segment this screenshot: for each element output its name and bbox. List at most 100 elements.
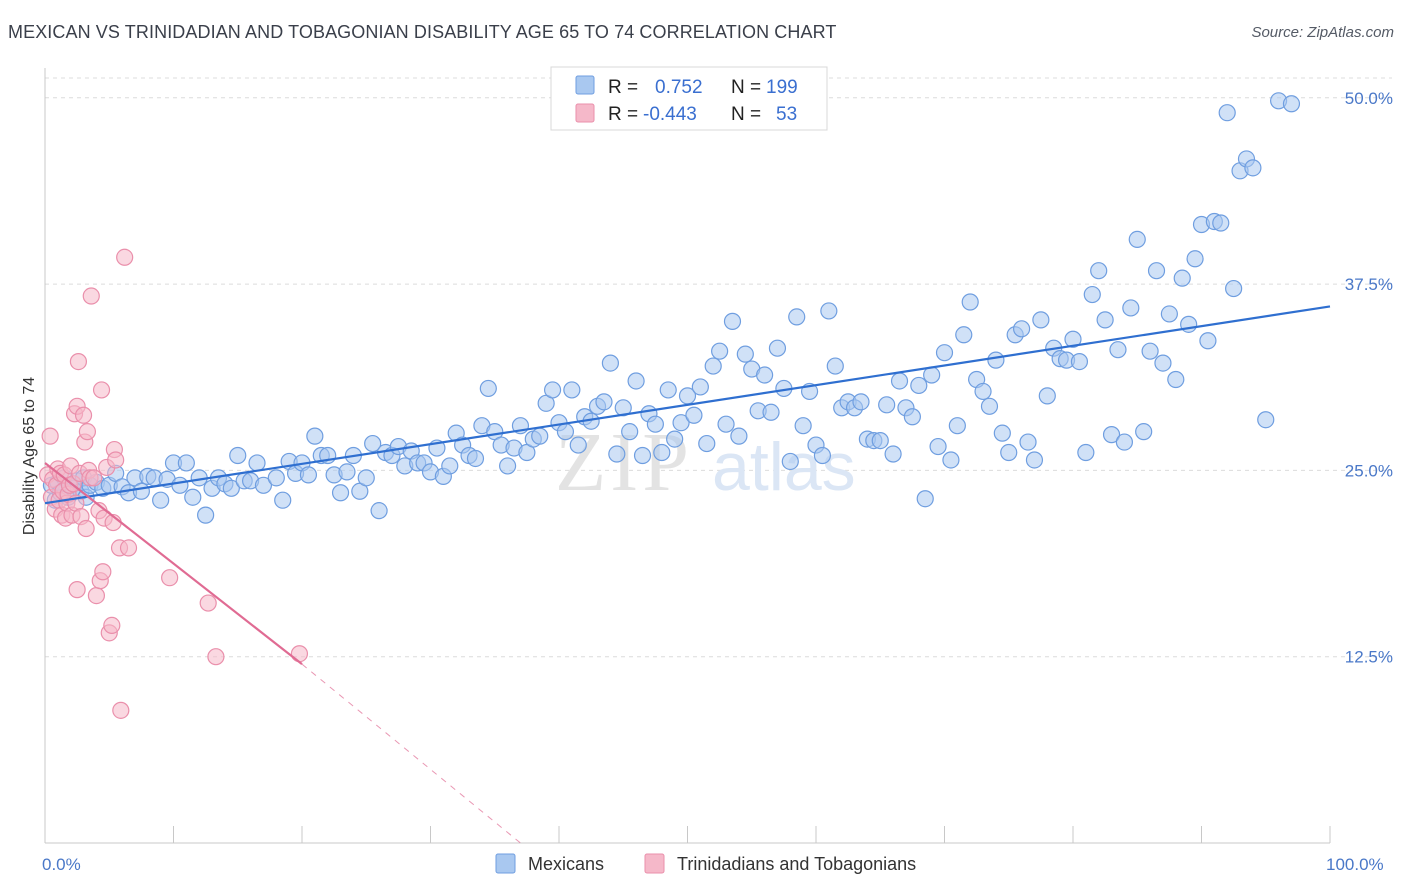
trend-lines xyxy=(44,305,1331,844)
x-tick-label-100: 100.0% xyxy=(1326,855,1384,874)
point-trinidadians xyxy=(82,287,100,305)
point-mexicans xyxy=(890,372,909,390)
point-mexicans xyxy=(711,342,729,360)
legend-swatch-mexicans xyxy=(575,75,595,95)
point-mexicans xyxy=(653,443,671,462)
point-trinidadians xyxy=(85,469,103,487)
legend-n-trinidadians: 53 xyxy=(776,104,797,125)
point-mexicans xyxy=(556,423,575,441)
point-mexicans xyxy=(171,476,189,494)
point-trinidadians xyxy=(107,451,125,469)
point-mexicans xyxy=(781,452,799,471)
point-mexicans xyxy=(1038,387,1056,405)
trend-line-mexicans xyxy=(44,305,1331,505)
point-mexicans xyxy=(177,454,195,472)
point-mexicans xyxy=(357,469,375,487)
point-mexicans xyxy=(364,434,382,453)
point-mexicans xyxy=(826,357,844,375)
legend-r-mexicans: 0.752 xyxy=(655,77,703,98)
point-mexicans xyxy=(1218,104,1236,122)
point-mexicans xyxy=(1225,279,1243,298)
point-mexicans xyxy=(306,427,324,445)
point-mexicans xyxy=(331,484,350,502)
point-trinidadians xyxy=(41,427,59,445)
chart-source: Source: ZipAtlas.com xyxy=(1251,24,1394,41)
point-mexicans xyxy=(935,344,954,362)
point-mexicans xyxy=(993,424,1011,442)
point-mexicans xyxy=(1000,443,1018,462)
point-mexicans xyxy=(794,417,812,435)
point-mexicans xyxy=(698,434,716,453)
point-trinidadians xyxy=(207,648,225,666)
point-mexicans xyxy=(820,302,838,320)
trend-line-trinidadians-extension xyxy=(301,663,521,844)
point-trinidadians xyxy=(161,569,179,587)
point-mexicans xyxy=(1115,433,1134,451)
y-tick-label: 37.5% xyxy=(1345,275,1393,294)
point-mexicans xyxy=(974,382,992,401)
legend-r-label-1: R = xyxy=(608,77,638,98)
x-ticks xyxy=(44,826,1331,843)
point-trinidadians xyxy=(199,594,217,612)
point-mexicans xyxy=(691,378,709,396)
point-mexicans xyxy=(646,415,664,433)
point-mexicans xyxy=(1096,311,1114,329)
point-mexicans xyxy=(543,381,562,399)
point-mexicans xyxy=(717,415,735,433)
y-tick-label: 50.0% xyxy=(1345,89,1393,108)
point-mexicans xyxy=(1173,269,1191,287)
point-mexicans xyxy=(1135,423,1153,441)
point-mexicans xyxy=(1019,433,1037,451)
point-mexicans xyxy=(254,476,273,494)
y-axis-label: Disability Age 65 to 74 xyxy=(21,377,38,535)
point-trinidadians xyxy=(68,581,86,599)
point-trinidadians xyxy=(74,406,93,424)
point-mexicans xyxy=(768,339,787,357)
point-mexicans xyxy=(1083,285,1101,304)
point-trinidadians xyxy=(94,563,112,581)
point-mexicans xyxy=(1167,370,1185,389)
point-mexicans xyxy=(633,446,652,465)
point-trinidadians xyxy=(119,539,138,557)
point-mexicans xyxy=(338,463,356,481)
point-mexicans xyxy=(132,482,150,500)
point-trinidadians xyxy=(290,645,309,663)
point-mexicans xyxy=(248,454,266,472)
point-mexicans xyxy=(1128,230,1146,248)
point-mexicans xyxy=(704,357,722,375)
point-mexicans xyxy=(788,308,806,326)
point-mexicans xyxy=(466,449,485,468)
point-mexicans xyxy=(299,466,318,484)
point-mexicans xyxy=(1102,426,1121,444)
point-mexicans xyxy=(601,354,620,372)
point-mexicans xyxy=(955,326,973,344)
point-trinidadians xyxy=(116,248,134,266)
point-trinidadians xyxy=(112,701,130,719)
point-mexicans xyxy=(1141,342,1159,360)
point-mexicans xyxy=(685,406,703,424)
point-mexicans xyxy=(1070,353,1089,371)
point-mexicans xyxy=(197,506,215,524)
point-mexicans xyxy=(987,351,1005,369)
point-mexicans xyxy=(569,436,587,454)
point-mexicans xyxy=(229,446,247,465)
bottom-legend-trinidadians: Trinidadians and Tobagonians xyxy=(677,854,916,874)
stats-legend: R = 0.752 N = 199 R = -0.443 N = 53 xyxy=(550,66,828,131)
point-mexicans xyxy=(903,408,921,426)
chart-title: MEXICAN VS TRINIDADIAN AND TOBAGONIAN DI… xyxy=(8,22,837,42)
series-trinidadians xyxy=(38,248,309,719)
x-tick-label-0: 0.0% xyxy=(42,855,81,874)
point-mexicans xyxy=(852,393,870,411)
point-mexicans xyxy=(1122,299,1140,317)
point-mexicans xyxy=(1212,214,1230,232)
point-mexicans xyxy=(563,381,581,399)
y-tick-labels: 12.5% 25.0% 37.5% 50.0% xyxy=(1345,89,1393,667)
point-mexicans xyxy=(961,293,979,311)
point-mexicans xyxy=(929,437,947,456)
point-mexicans xyxy=(184,488,202,506)
point-mexicans xyxy=(666,430,684,448)
point-mexicans xyxy=(222,479,240,497)
point-trinidadians xyxy=(92,381,111,399)
point-mexicans xyxy=(608,445,626,463)
